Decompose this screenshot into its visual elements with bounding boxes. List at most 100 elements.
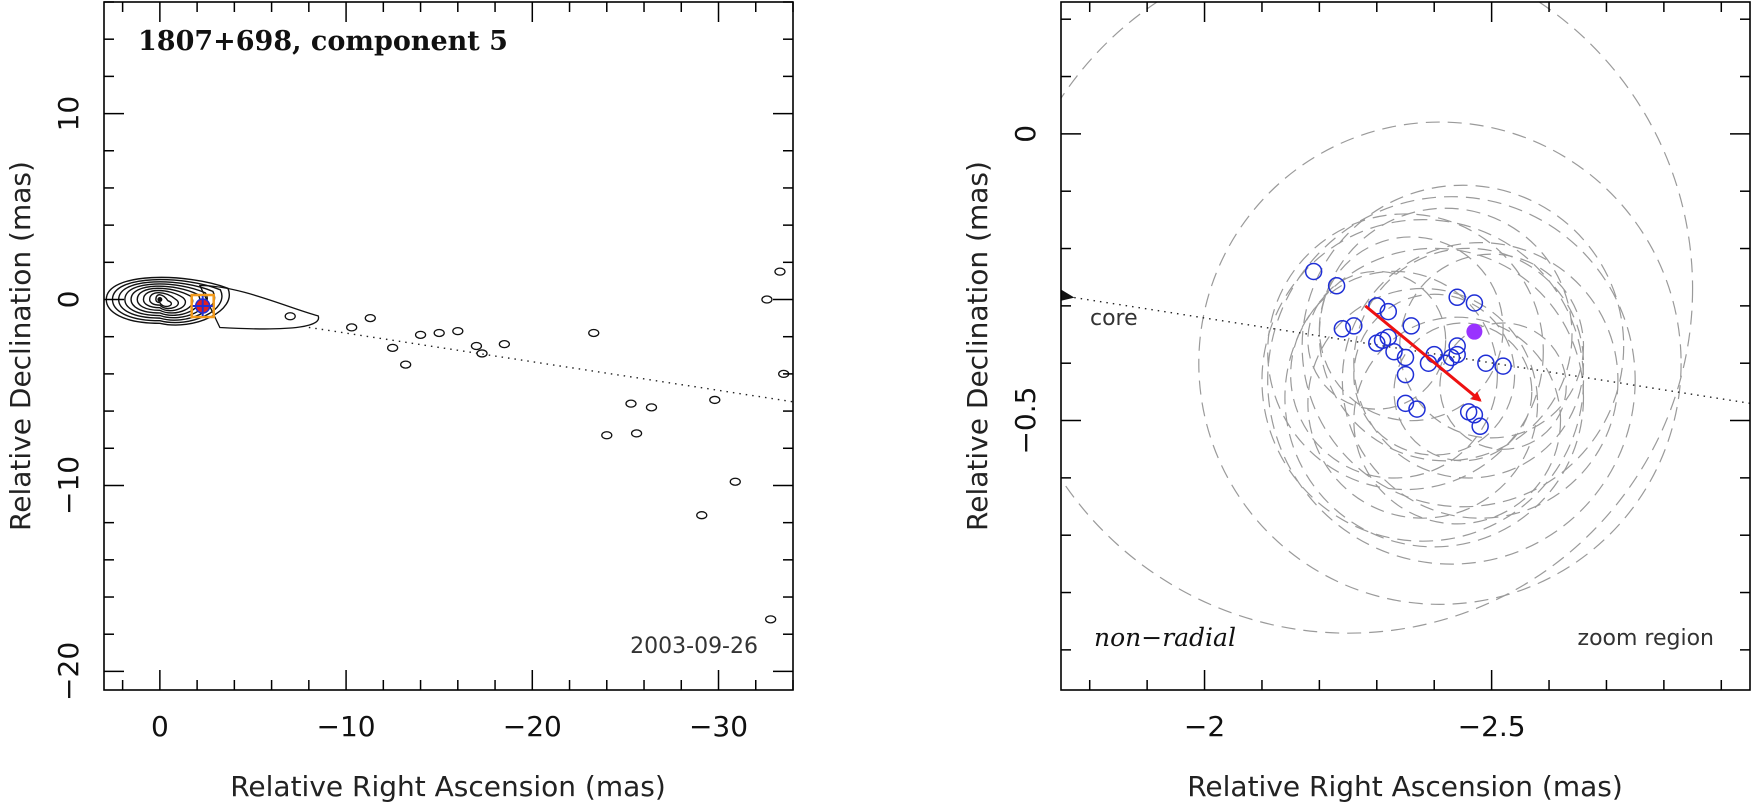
uncertainty-circle	[1261, 219, 1585, 542]
component-position	[1477, 354, 1495, 372]
component-position	[1333, 320, 1352, 338]
right-y-tick-label: −0.5	[1009, 387, 1042, 455]
component-position	[1465, 294, 1484, 312]
left-y-tick-label: 0	[52, 291, 85, 309]
left-contours	[105, 276, 320, 330]
left-x-tick-label: −30	[689, 710, 748, 743]
uncertainty-circle	[1318, 236, 1504, 422]
right-x-tick-label: −2	[1184, 710, 1225, 743]
jet-knot	[364, 313, 376, 323]
component-position	[1327, 277, 1346, 295]
component-position	[1448, 337, 1466, 355]
left-x-axis-label: Relative Right Ascension (mas)	[230, 770, 666, 803]
left-x-tick-label: 0	[151, 710, 169, 743]
jet-knot	[498, 339, 511, 349]
uncertainty-circle	[1353, 316, 1562, 525]
uncertainty-circle	[1307, 270, 1447, 410]
component-position	[1385, 342, 1403, 361]
uncertainty-circle	[1267, 196, 1636, 565]
jet-knot	[414, 330, 427, 339]
jet-knot	[346, 323, 358, 332]
contour-level	[136, 287, 194, 314]
core-direction-line	[1061, 285, 1750, 405]
uncertainty-circle	[1399, 253, 1585, 439]
jet-outer-contour	[198, 284, 320, 330]
uncertainty-circle	[1393, 322, 1533, 462]
left-panel: 0 −10 −20 −30 10 0 −10 −20 1807+698, component …	[4, 1, 794, 803]
uncertainty-circle	[1353, 247, 1585, 479]
jet-knot	[645, 403, 658, 412]
left-plot-frame	[103, 1, 794, 691]
component-position	[1396, 365, 1415, 384]
jet-knot	[774, 267, 786, 276]
uncertainty-circle	[1267, 213, 1544, 491]
left-x-tick-label: −20	[503, 710, 562, 743]
jet-knot	[284, 312, 296, 321]
jet-knot	[709, 395, 721, 405]
uncertainty-circle	[1353, 293, 1516, 456]
component-position	[1448, 288, 1466, 307]
right-annotation-non-radial: non−radial	[1094, 623, 1236, 652]
left-date-label: 2003-09-26	[630, 634, 758, 659]
jet-knot	[386, 343, 399, 353]
jet-knot	[761, 295, 773, 304]
contour-level	[148, 291, 179, 310]
jet-knot	[601, 431, 613, 440]
right-plot-frame	[1060, 1, 1751, 691]
motion-vector-arrow	[1364, 304, 1482, 402]
uncertainty-circle	[1341, 241, 1619, 519]
core-label: core	[1090, 306, 1138, 331]
left-x-tick-label: −10	[317, 710, 376, 743]
component-position	[1396, 394, 1415, 413]
left-y-tick-label: 10	[52, 96, 85, 132]
right-y-axis-label: Relative Declination (mas)	[961, 161, 994, 531]
left-y-axis-label: Relative Declination (mas)	[4, 161, 37, 531]
left-axis-ticks: 0 −10 −20 −30 10 0 −10 −20	[52, 1, 794, 743]
uncertainty-circle	[1318, 207, 1573, 462]
jet-knot	[470, 341, 483, 351]
contour-level	[111, 278, 223, 324]
right-x-axis-label: Relative Right Ascension (mas)	[1187, 770, 1623, 803]
right-annotation-zoom-region: zoom region	[1578, 626, 1714, 651]
right-uncertainty-ellipses	[1061, 2, 1694, 634]
component-position	[1408, 400, 1426, 418]
left-title: 1807+698, component 5	[138, 26, 508, 57]
jet-knot	[630, 429, 643, 438]
jet-knot	[625, 399, 637, 408]
right-axis-ticks: −2 −2.5 0 −0.5	[1009, 2, 1750, 743]
jet-knot	[433, 328, 445, 338]
jet-direction-line	[308, 326, 793, 403]
left-marks	[190, 267, 793, 624]
left-y-tick-label: −10	[52, 456, 85, 515]
uncertainty-circle	[1301, 184, 1625, 508]
mean-position-dot	[1466, 323, 1483, 340]
component-position	[1379, 302, 1398, 321]
jet-knot	[452, 326, 464, 336]
uncertainty-circle	[1284, 247, 1585, 548]
component-position	[1396, 348, 1415, 367]
uncertainty-circle	[1198, 121, 1682, 605]
contour-level	[155, 294, 173, 308]
contour-level	[142, 289, 186, 312]
jet-knot	[476, 349, 488, 358]
right-panel: −2 −2.50−0.5 non−radial zoom region core …	[961, 1, 1751, 803]
contour-level	[130, 285, 201, 317]
jet-knot	[400, 360, 412, 369]
uncertainty-circle	[1290, 270, 1498, 479]
jet-knot	[696, 511, 708, 520]
jet-knot	[588, 328, 600, 338]
component-position	[1402, 317, 1420, 335]
uncertainty-circle	[1439, 322, 1567, 450]
component-zoom-box	[190, 293, 215, 319]
right-marks	[1061, 262, 1750, 436]
component-position	[1448, 345, 1466, 364]
right-x-tick-label: −2.5	[1458, 710, 1526, 743]
jet-knot	[729, 477, 741, 486]
component-position	[1304, 262, 1323, 281]
component-position	[1471, 417, 1489, 436]
jet-knot	[765, 615, 777, 624]
component-position	[1494, 357, 1512, 375]
uncertainty-circle	[1061, 2, 1694, 634]
core-peak	[157, 297, 163, 303]
